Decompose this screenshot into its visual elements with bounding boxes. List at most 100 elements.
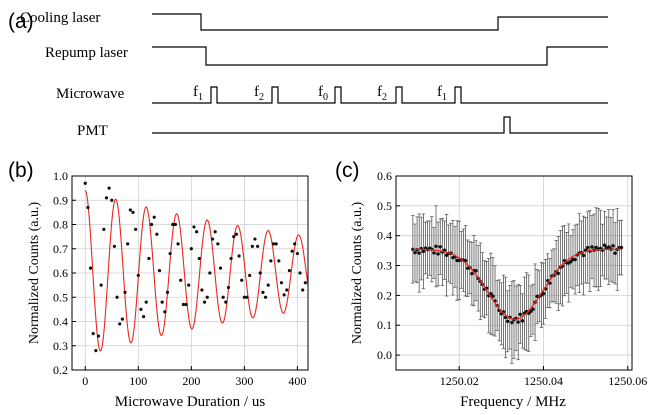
- chart-b-point: [274, 242, 278, 246]
- chart-b-grid: [72, 175, 308, 371]
- chart-b-fit-line: [84, 190, 309, 352]
- chart-c-ytick-label: 0.3: [377, 259, 392, 273]
- chart-c-point: [436, 252, 440, 256]
- chart-b-ytick-label: 0.4: [53, 315, 68, 329]
- chart-b-point: [181, 302, 185, 307]
- timing-label-pmt: PMT: [77, 123, 108, 139]
- chart-c-xtick-label: 1250.02: [440, 374, 479, 388]
- svg-text:f1: f1: [437, 84, 447, 103]
- pmt-trace: [152, 116, 608, 134]
- chart-b-point: [256, 244, 260, 248]
- chart-b-point: [110, 198, 114, 202]
- chart-b-xtick-label: 200: [182, 374, 200, 388]
- chart-b-point: [144, 300, 148, 304]
- chart-b-ylabel: Normalized Counts (a.u.): [27, 202, 42, 345]
- chart-b-point: [102, 227, 106, 231]
- chart-b-point: [107, 186, 111, 190]
- chart-b-point: [224, 300, 228, 304]
- chart-c-ytick-label: 0.5: [377, 199, 392, 213]
- chart-b-point: [149, 222, 154, 227]
- chart-c-point: [581, 253, 586, 258]
- chart-b-point: [226, 285, 231, 290]
- chart-b-point: [202, 300, 207, 304]
- chart-b-ticks: 0 100 200 300 400 0.2 0.3 0.4 0.5 0.6 0.7 0.8 0.9 1.0: [53, 169, 306, 388]
- chart-c-point: [541, 291, 546, 296]
- chart-b-point: [189, 247, 193, 251]
- chart-b-point: [99, 283, 103, 287]
- chart-b-point: [245, 295, 249, 299]
- chart-c-point: [602, 243, 607, 247]
- chart-c-point: [491, 294, 495, 298]
- chart-c-point: [556, 271, 560, 276]
- chart-b-point: [94, 349, 98, 353]
- chart-b-point: [118, 322, 122, 326]
- chart-c-point: [505, 319, 510, 324]
- chart-c-point: [518, 312, 523, 317]
- microwave-trace: [152, 86, 608, 104]
- repump-laser-trace: [152, 46, 608, 66]
- chart-c-point: [411, 247, 415, 251]
- chart-b-xtick-label: 0: [82, 374, 88, 388]
- chart-b-point: [301, 288, 305, 292]
- pulse-label-3: f0: [318, 84, 328, 103]
- chart-c-point: [586, 245, 590, 250]
- chart-b-point: [248, 273, 252, 278]
- chart-b-ytick-label: 0.6: [53, 266, 68, 280]
- timing-label-microwave: Microwave: [56, 86, 125, 102]
- chart-b-point: [208, 271, 212, 275]
- svg-text:f0: f0: [318, 84, 328, 103]
- chart-b-ytick-label: 0.7: [53, 242, 68, 256]
- chart-b: 0 100 200 300 400 0.2 0.3 0.4 0.5 0.6 0.7 0.8 0.9 1.0…: [27, 169, 309, 410]
- chart-b-point: [237, 254, 241, 258]
- chart-b-point: [139, 307, 143, 311]
- svg-text:f2: f2: [377, 84, 387, 103]
- chart-c-ytick-label: 0.0: [377, 348, 392, 362]
- chart-b-point: [141, 315, 146, 319]
- chart-b-point: [285, 288, 289, 292]
- chart-b-point: [218, 266, 223, 270]
- chart-c-ytick-label: 0.2: [377, 288, 392, 302]
- chart-c-point: [611, 244, 615, 248]
- chart-c-errorbars: [411, 205, 624, 364]
- chart-b-point: [155, 232, 159, 236]
- chart-b-point: [126, 242, 130, 246]
- chart-b-point: [131, 210, 135, 214]
- chart-b-point: [271, 242, 276, 246]
- pulse-label-1: f1: [193, 84, 203, 103]
- chart-c-point: [417, 251, 421, 255]
- chart-b-point: [282, 293, 286, 297]
- chart-c-point: [421, 249, 426, 254]
- chart-b-point: [290, 249, 294, 253]
- chart-c-point: [413, 250, 417, 255]
- chart-b-point: [115, 295, 119, 299]
- chart-b-point: [123, 290, 127, 294]
- chart-b-point: [232, 235, 236, 239]
- chart-b-point: [112, 244, 117, 248]
- chart-c-point: [470, 271, 474, 276]
- chart-b-point: [253, 237, 257, 241]
- chart-b-ytick-label: 0.3: [53, 339, 68, 353]
- chart-b-point: [216, 242, 220, 246]
- chart-b-point: [165, 290, 170, 294]
- chart-c-point: [474, 269, 478, 273]
- chart-b-xtick-label: 100: [129, 374, 147, 388]
- chart-c-ytick-label: 0.1: [377, 318, 392, 332]
- chart-b-ytick-label: 1.0: [53, 169, 68, 183]
- chart-b-point: [120, 317, 124, 321]
- chart-c-point: [607, 245, 611, 249]
- chart-b-ytick-label: 0.9: [53, 193, 68, 207]
- chart-c-point: [619, 245, 624, 250]
- chart-c-ticks: 1250.02 1250.04 1250.06 0.0 0.1 0.2 0.3 0.4 0.5 0…: [377, 169, 647, 388]
- svg-text:f1: f1: [193, 84, 203, 103]
- chart-b-point: [147, 256, 151, 261]
- timing-label-repump: Repump laser: [45, 45, 128, 61]
- chart-b-point: [187, 283, 191, 287]
- chart-c-point: [520, 319, 525, 323]
- chart-b-point: [152, 215, 156, 219]
- chart-b-point: [242, 295, 246, 299]
- chart-c-fit-group: [412, 248, 622, 320]
- chart-b-point: [298, 271, 302, 275]
- chart-b-point: [200, 288, 204, 292]
- chart-b-point: [277, 259, 281, 263]
- chart-b-point: [134, 227, 138, 231]
